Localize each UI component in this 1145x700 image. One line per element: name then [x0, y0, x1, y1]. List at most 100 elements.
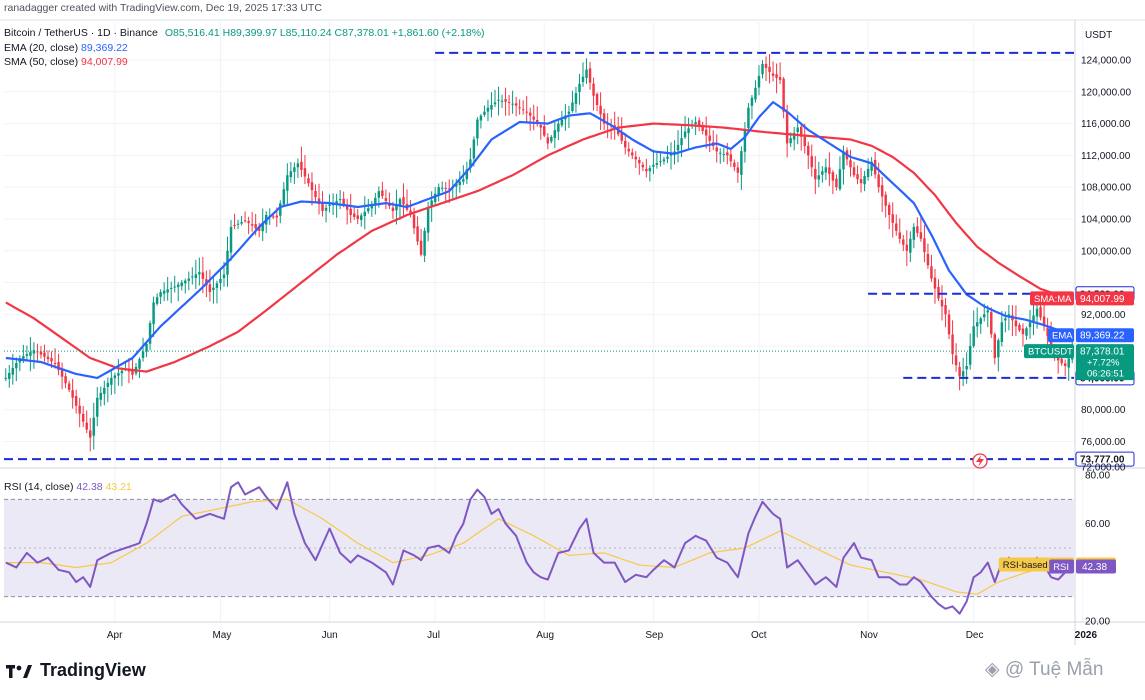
candle-down: [307, 173, 310, 187]
candle-body: [1067, 358, 1070, 368]
price-tag-last: BTCUSDT 87,378.01+7.72%06:26:51: [1024, 344, 1134, 381]
sma-legend-value: 94,007.99: [81, 56, 128, 68]
candle-down: [803, 123, 806, 154]
candle-body: [342, 198, 345, 205]
candle-up: [757, 65, 761, 96]
candle-body: [553, 130, 557, 138]
candle-up: [335, 193, 338, 218]
candle-up: [838, 156, 842, 192]
candle-up: [166, 276, 169, 301]
candle-down: [247, 216, 250, 235]
price-axis-tick: 72,000.00: [1081, 463, 1126, 474]
candle-body: [560, 119, 564, 126]
candle-down: [930, 254, 933, 282]
candle-body: [669, 154, 673, 156]
candle-body: [117, 373, 120, 376]
candle-down: [518, 99, 521, 115]
candle-up: [1000, 311, 1004, 347]
candle-down: [898, 218, 902, 244]
symbol-title: Bitcoin / TetherUS · 1D · Binance: [4, 27, 158, 39]
candle-down: [81, 406, 85, 427]
candle-body: [571, 102, 574, 112]
candle-down: [85, 410, 88, 434]
candle-body: [831, 172, 835, 181]
candle-down: [634, 151, 638, 168]
candle-body: [627, 148, 630, 152]
candle-body: [578, 83, 581, 93]
candle-body: [469, 159, 472, 169]
candle-body: [979, 318, 982, 324]
candle-up: [289, 162, 293, 183]
candle-body: [173, 286, 176, 288]
candle-body: [898, 232, 902, 239]
candle-down: [310, 172, 314, 206]
ema-legend[interactable]: EMA (20, close) 89,369.22: [4, 42, 128, 54]
candle-body: [106, 382, 110, 387]
candle-body: [968, 346, 972, 365]
rsi-legend[interactable]: RSI (14, close) 42.38 43.21: [4, 481, 132, 493]
candle-body: [345, 205, 349, 210]
candle-body: [465, 169, 469, 180]
candle-body: [85, 422, 88, 430]
candle-body: [286, 175, 289, 191]
candle-down: [1021, 323, 1025, 347]
alert-icon-bolt: [976, 455, 984, 467]
candle-body: [799, 126, 803, 137]
ema-20-line: [5, 100, 1073, 379]
price-axis-tick: 76,000.00: [1081, 437, 1126, 448]
candle-body: [240, 222, 243, 224]
candle-body: [32, 350, 36, 354]
candle-down: [321, 191, 324, 217]
ema-legend-value: 89,369.22: [81, 42, 128, 54]
candle-down: [771, 61, 775, 82]
candle-body: [641, 164, 645, 168]
candle-down: [775, 63, 778, 94]
candle-down: [708, 126, 711, 153]
sma-legend[interactable]: SMA (50, close) 94,007.99: [4, 56, 128, 68]
candle-body: [687, 128, 690, 134]
time-axis-label: Nov: [860, 630, 878, 641]
candle-up: [719, 148, 722, 164]
rsi-tag-value-box: [1076, 559, 1116, 574]
candle-down: [349, 193, 352, 224]
candle-body: [141, 351, 145, 358]
rsi-tag-name: RSI: [1053, 562, 1069, 573]
candle-up: [152, 296, 155, 338]
candle-down: [257, 222, 261, 238]
candle-up: [1032, 301, 1035, 336]
candle-body: [289, 171, 293, 178]
candle-down: [880, 176, 884, 213]
candle-body: [180, 282, 183, 287]
candle-body: [585, 69, 588, 78]
candle-body: [902, 239, 905, 245]
candle-body: [954, 355, 958, 366]
candle-down: [856, 165, 859, 185]
candle-body: [807, 145, 810, 156]
candle-body: [990, 312, 993, 335]
candle-up: [145, 341, 148, 358]
candle-up: [655, 152, 659, 169]
candle-body: [771, 73, 775, 76]
price-tag-name-box: [1048, 328, 1074, 343]
candle-body: [652, 164, 655, 167]
candle-down: [940, 285, 944, 321]
candle-body: [57, 362, 60, 371]
tradingview-logo[interactable]: TradingView: [6, 660, 146, 681]
rsi-tag-value: 42.38: [1082, 562, 1107, 573]
candle-body: [215, 283, 219, 288]
candle-up: [106, 377, 110, 403]
candle-body: [296, 163, 300, 168]
candle-down: [64, 372, 67, 389]
candle-down: [902, 235, 905, 252]
candle-up: [659, 152, 662, 167]
candle-up: [191, 267, 194, 285]
candle-body: [525, 111, 528, 113]
candle-down: [1046, 317, 1049, 346]
price-axis-tick: 104,000.00: [1081, 214, 1131, 225]
candle-body: [462, 179, 465, 182]
candle-body: [961, 371, 965, 377]
candle-body: [381, 190, 384, 197]
candle-body: [588, 68, 592, 83]
